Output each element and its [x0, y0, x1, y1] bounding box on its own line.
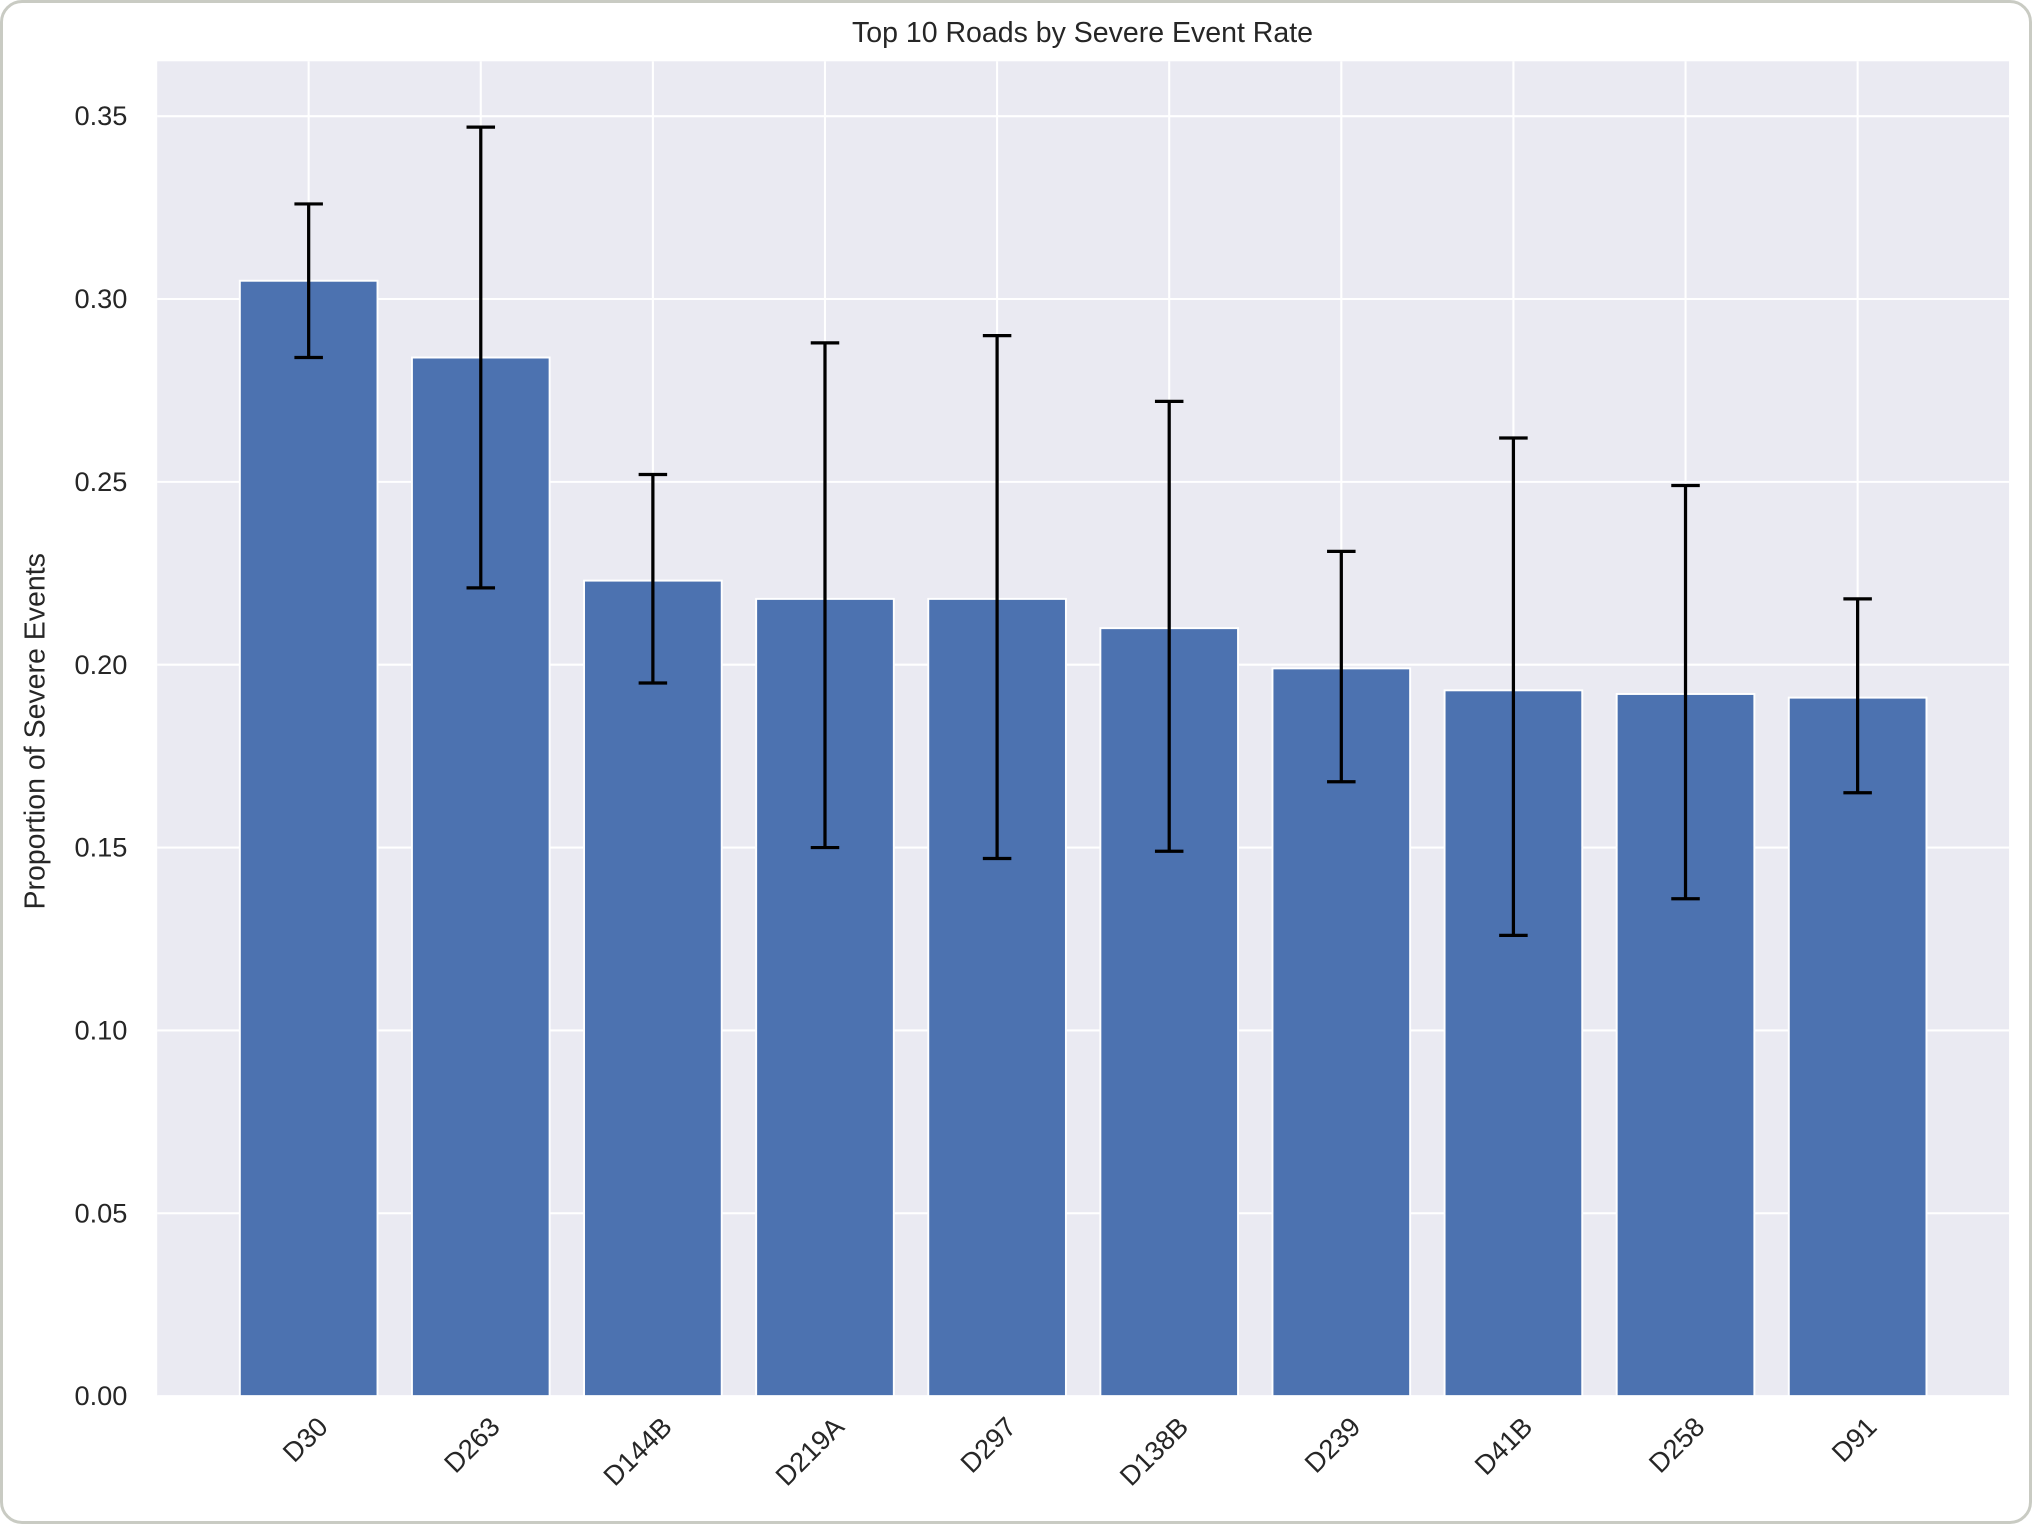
x-tick-label: D219A: [769, 1410, 850, 1491]
bar-d30: [238, 279, 379, 1398]
x-tick-label: D41B: [1468, 1411, 1538, 1481]
x-tick-label: D263: [438, 1411, 506, 1479]
x-tick-label: D297: [954, 1411, 1022, 1479]
y-tick-label: 0.05: [74, 1197, 127, 1228]
x-tick-label: D138B: [1113, 1411, 1194, 1492]
bar-d91: [1787, 696, 1928, 1398]
y-axis-label: Proportion of Severe Events: [19, 553, 51, 909]
x-tick-label: D258: [1643, 1411, 1711, 1479]
bar-d144b: [583, 579, 723, 1398]
bar-d263: [410, 356, 551, 1398]
x-tick-label: D91: [1825, 1411, 1882, 1468]
y-tick-label: 0.10: [74, 1014, 127, 1045]
bar-d239: [1271, 667, 1412, 1398]
y-tick-label: 0.15: [74, 832, 127, 863]
y-tick-label: 0.20: [74, 649, 127, 680]
y-tick-label: 0.30: [74, 283, 127, 314]
x-tick-label: D30: [276, 1411, 333, 1468]
y-tick-label: 0.00: [74, 1380, 127, 1411]
chart-title: Top 10 Roads by Severe Event Rate: [852, 17, 1313, 49]
y-tick-label: 0.35: [74, 100, 127, 131]
x-tick-label: D144B: [597, 1411, 678, 1492]
y-tick-label: 0.25: [74, 466, 127, 497]
bar-chart: 0.00 0.05 0.10 0.15 0.20 0.25 0.30 0.35 D30 D263…: [19, 17, 2010, 1492]
x-tick-label: D239: [1298, 1411, 1366, 1479]
